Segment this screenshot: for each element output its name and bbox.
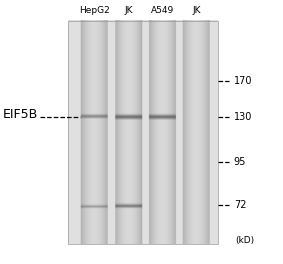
Text: 72: 72 <box>234 200 246 210</box>
Text: 95: 95 <box>234 157 246 167</box>
Text: 170: 170 <box>234 76 252 86</box>
Text: JK: JK <box>192 6 201 15</box>
Text: EIF5B: EIF5B <box>3 108 38 121</box>
Text: 130: 130 <box>234 112 252 122</box>
Text: JK: JK <box>125 6 133 15</box>
Bar <box>68 21 218 244</box>
Text: (kD): (kD) <box>235 236 254 245</box>
Text: HepG2: HepG2 <box>80 6 110 15</box>
Text: A549: A549 <box>151 6 174 15</box>
